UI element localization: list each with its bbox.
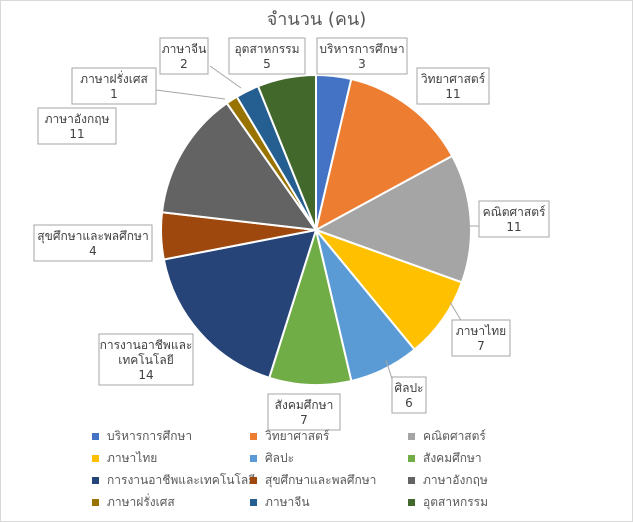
chart-legend: บริหารการศึกษา วิทยาศาสตร์ คณิตศาสตร์ภาษาไ… — [92, 428, 612, 510]
data-label-name: เทคโนโลยี — [118, 353, 174, 367]
legend-label: สุขศึกษาและพลศึกษา — [265, 472, 377, 487]
data-label-value: 3 — [358, 57, 366, 71]
data-label-name: สังคมศึกษา — [275, 398, 334, 412]
data-label-value: 5 — [263, 57, 271, 71]
legend-label: สังคมศึกษา — [423, 450, 482, 465]
pie-slice — [312, 227, 464, 351]
data-label-box — [98, 333, 194, 386]
legend-label: ศิลปะ — [265, 450, 295, 465]
legend-swatch — [408, 454, 415, 462]
data-label-box — [451, 319, 511, 357]
legend-swatch — [250, 498, 257, 506]
data-label-value: 14 — [138, 368, 153, 382]
data-label-box — [37, 107, 117, 145]
legend-swatch — [92, 498, 99, 506]
legend-item: คณิตศาสตร์ — [408, 428, 578, 444]
legend-item: การงานอาชีพและเทคโนโลยี — [92, 472, 255, 488]
legend-label: การงานอาชีพและเทคโนโลยี — [107, 472, 256, 487]
leader-line — [449, 301, 463, 323]
legend-item: บริหารการศึกษา — [92, 428, 250, 444]
pie-slice — [160, 101, 319, 232]
legend-swatch — [92, 432, 99, 440]
pie-slice — [267, 226, 353, 386]
legend-item: ศิลปะ — [250, 450, 408, 466]
legend-item: สังคมศึกษา — [408, 450, 578, 466]
legend-swatch — [250, 476, 257, 484]
legend-item: ภาษาอังกฤษ — [408, 472, 578, 488]
leader-line — [155, 89, 226, 100]
legend-swatch — [408, 476, 415, 484]
data-label-value: 4 — [89, 244, 97, 258]
legend-item: อุตสาหกรรม — [408, 494, 578, 510]
data-label-value: 7 — [477, 339, 485, 353]
legend-swatch — [92, 476, 99, 484]
data-label-box — [267, 393, 341, 431]
data-label-name: ภาษาจีน — [162, 42, 207, 56]
data-label-value: 2 — [180, 57, 188, 71]
data-label-box — [316, 37, 408, 75]
data-label-name: การงานอาชีพและ — [100, 338, 193, 352]
data-label-value: 11 — [69, 127, 84, 141]
legend-item: วิทยาศาสตร์ — [250, 428, 408, 444]
data-label-box — [478, 200, 550, 238]
data-label-name: วิทยาศาสตร์ — [421, 72, 486, 86]
data-label-box — [416, 67, 490, 105]
legend-label: ภาษาจีน — [265, 494, 310, 509]
data-label-value: 6 — [405, 396, 413, 410]
legend-item: ภาษาไทย — [92, 450, 250, 466]
legend-item: สุขศึกษาและพลศึกษา — [250, 472, 408, 488]
data-label-name: สุขศึกษาและพลศึกษา — [37, 229, 148, 244]
leader-line — [209, 65, 242, 89]
pie-slice — [256, 73, 317, 231]
legend-label: ภาษาอังกฤษ — [423, 472, 488, 487]
data-label-name: ศิลปะ — [394, 381, 423, 395]
pie-slice — [313, 154, 472, 284]
legend-label: ภาษาฝรั่งเศส — [107, 494, 175, 509]
data-label-box — [33, 224, 153, 262]
data-label-name: ภาษาอังกฤษ — [45, 112, 110, 126]
data-label-name: อุตสาหกรรม — [234, 42, 299, 57]
data-label-box — [391, 376, 427, 414]
legend-item: ภาษาจีน — [250, 494, 408, 510]
legend-swatch — [92, 454, 99, 462]
data-label-name: บริหารการศึกษา — [319, 42, 404, 56]
data-label-value: 1 — [110, 87, 118, 101]
legend-label: อุตสาหกรรม — [423, 494, 489, 509]
legend-label: คณิตศาสตร์ — [423, 428, 486, 443]
pie-slice — [162, 228, 318, 380]
legend-label: วิทยาศาสตร์ — [265, 428, 330, 443]
data-label-value: 7 — [300, 413, 308, 427]
data-label-name: คณิตศาสตร์ — [483, 205, 546, 219]
data-label-name: ภาษาไทย — [456, 324, 506, 338]
data-label-name: ภาษาฝรั่งเศส — [80, 70, 148, 86]
data-label-box — [159, 37, 209, 75]
legend-swatch — [250, 432, 257, 440]
data-label-box — [71, 67, 157, 105]
data-label-box — [228, 37, 306, 75]
data-label-value: 11 — [506, 220, 521, 234]
pie-slice — [314, 77, 454, 232]
legend-label: ภาษาไทย — [107, 450, 158, 465]
legend-swatch — [408, 498, 415, 506]
legend-swatch — [408, 432, 415, 440]
chart-title: จำนวน (คน) — [266, 9, 367, 30]
legend-swatch — [250, 454, 257, 462]
legend-label: บริหารการศึกษา — [107, 428, 193, 443]
legend-item: ภาษาฝรั่งเศส — [92, 494, 250, 510]
data-label-value: 11 — [445, 87, 460, 101]
